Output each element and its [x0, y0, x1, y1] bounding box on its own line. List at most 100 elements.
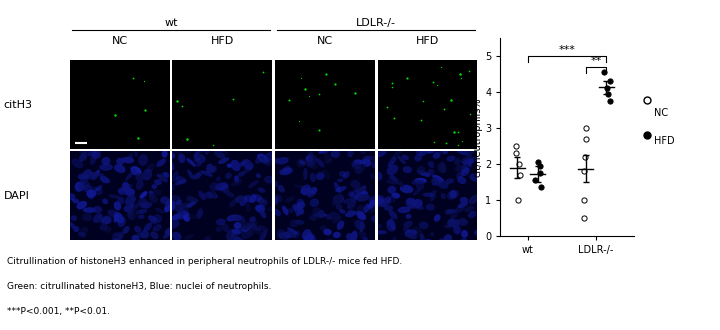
Ellipse shape	[224, 190, 235, 198]
Ellipse shape	[250, 225, 261, 231]
Ellipse shape	[449, 209, 456, 214]
Ellipse shape	[431, 177, 438, 184]
Ellipse shape	[431, 194, 436, 199]
Ellipse shape	[354, 166, 363, 174]
Ellipse shape	[102, 215, 112, 224]
Ellipse shape	[125, 195, 136, 205]
Ellipse shape	[92, 151, 101, 159]
Ellipse shape	[255, 205, 261, 211]
Ellipse shape	[287, 227, 298, 235]
Ellipse shape	[244, 195, 253, 203]
Ellipse shape	[402, 155, 409, 160]
Ellipse shape	[100, 176, 110, 183]
Ellipse shape	[168, 220, 179, 229]
Ellipse shape	[447, 219, 459, 227]
Ellipse shape	[127, 153, 133, 162]
Ellipse shape	[163, 230, 172, 239]
Ellipse shape	[363, 237, 369, 242]
Ellipse shape	[259, 156, 266, 162]
Ellipse shape	[140, 231, 149, 239]
Ellipse shape	[283, 166, 291, 173]
Ellipse shape	[230, 160, 240, 171]
Ellipse shape	[150, 231, 158, 239]
Ellipse shape	[125, 188, 135, 197]
Ellipse shape	[114, 164, 125, 173]
Ellipse shape	[364, 204, 369, 213]
Ellipse shape	[196, 161, 202, 167]
Ellipse shape	[389, 175, 393, 180]
Ellipse shape	[179, 203, 192, 208]
Ellipse shape	[247, 223, 256, 228]
Ellipse shape	[258, 199, 268, 206]
Ellipse shape	[458, 202, 468, 208]
Ellipse shape	[136, 209, 148, 214]
Ellipse shape	[428, 161, 434, 166]
Ellipse shape	[215, 182, 228, 191]
Ellipse shape	[415, 144, 426, 154]
Ellipse shape	[240, 196, 247, 206]
Ellipse shape	[244, 163, 254, 173]
Ellipse shape	[234, 222, 242, 229]
Ellipse shape	[199, 147, 205, 153]
Point	[603, 91, 614, 96]
Ellipse shape	[465, 151, 472, 161]
Ellipse shape	[73, 226, 79, 232]
Ellipse shape	[134, 226, 142, 233]
Ellipse shape	[382, 196, 391, 204]
Ellipse shape	[259, 230, 267, 241]
Ellipse shape	[231, 179, 243, 186]
Ellipse shape	[387, 186, 396, 194]
Ellipse shape	[153, 214, 162, 222]
Ellipse shape	[138, 198, 148, 206]
Ellipse shape	[107, 210, 120, 218]
Ellipse shape	[259, 210, 266, 218]
Point	[578, 197, 590, 203]
Point	[604, 79, 616, 84]
Ellipse shape	[335, 186, 346, 192]
Point	[579, 215, 590, 220]
Ellipse shape	[171, 214, 179, 220]
Ellipse shape	[169, 183, 175, 190]
Ellipse shape	[429, 190, 437, 196]
Ellipse shape	[459, 238, 467, 246]
Ellipse shape	[100, 223, 108, 231]
Ellipse shape	[454, 219, 460, 224]
Ellipse shape	[114, 214, 119, 223]
Ellipse shape	[140, 201, 153, 209]
Ellipse shape	[356, 164, 366, 173]
Ellipse shape	[300, 184, 311, 195]
Ellipse shape	[222, 224, 230, 232]
Ellipse shape	[460, 165, 469, 173]
Ellipse shape	[216, 226, 222, 232]
Ellipse shape	[446, 178, 454, 184]
Text: NC: NC	[654, 108, 668, 118]
Ellipse shape	[149, 190, 154, 199]
Ellipse shape	[287, 230, 296, 238]
Ellipse shape	[204, 192, 214, 198]
Ellipse shape	[123, 184, 133, 189]
Ellipse shape	[384, 200, 391, 206]
Ellipse shape	[410, 205, 424, 210]
Ellipse shape	[359, 221, 364, 232]
Ellipse shape	[81, 213, 91, 221]
Ellipse shape	[256, 173, 261, 178]
Ellipse shape	[130, 210, 139, 220]
Ellipse shape	[241, 231, 251, 239]
Ellipse shape	[186, 202, 197, 207]
Ellipse shape	[425, 239, 433, 245]
Ellipse shape	[351, 161, 359, 166]
Ellipse shape	[411, 180, 424, 184]
Ellipse shape	[430, 232, 434, 237]
Ellipse shape	[95, 149, 101, 156]
Ellipse shape	[302, 229, 312, 240]
Ellipse shape	[248, 229, 254, 237]
Ellipse shape	[354, 220, 366, 230]
Ellipse shape	[233, 237, 245, 246]
Ellipse shape	[231, 214, 242, 221]
Ellipse shape	[362, 159, 372, 167]
Ellipse shape	[169, 201, 176, 207]
Ellipse shape	[78, 182, 90, 190]
Ellipse shape	[237, 195, 244, 202]
Ellipse shape	[369, 200, 378, 209]
Ellipse shape	[150, 219, 161, 224]
